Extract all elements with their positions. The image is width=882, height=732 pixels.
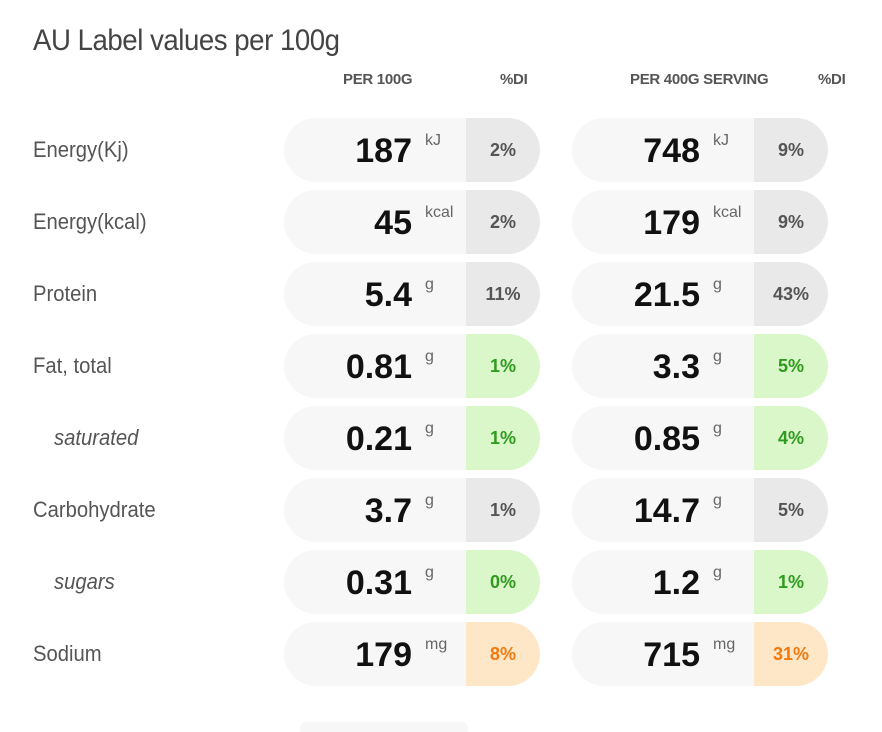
per-100g-di-badge: 2% [466,190,540,254]
per-serving-unit: g [713,348,722,365]
per-serving-di-badge: 1% [754,550,828,614]
per-100g-value: 0.31 [345,564,412,602]
per-100g-di-badge: 11% [466,262,540,326]
per-serving-di-badge: 4% [754,406,828,470]
per-100g-cell: 0.81 g 1% [284,334,540,398]
per-serving-value: 0.85 [633,420,700,458]
per-serving-unit: g [713,420,722,437]
per-100g-value: 179 [355,636,412,674]
per-serving-value: 21.5 [633,276,700,314]
per-100g-unit: g [425,348,434,365]
per-serving-di-badge: 5% [754,334,828,398]
row-label: Fat, total [33,353,112,378]
per-100g-di-badge: 1% [466,334,540,398]
per-serving-unit: kJ [713,132,729,149]
row-label: Carbohydrate [33,497,156,522]
header-di-serving: %DI [818,71,846,88]
per-serving-di-badge: 5% [754,478,828,542]
per-serving-di-badge: 43% [754,262,828,326]
per-100g-unit: kJ [425,132,441,149]
per-100g-di-badge: 1% [466,478,540,542]
per-100g-value: 5.4 [364,276,412,314]
per-serving-value: 179 [643,204,700,242]
per-serving-value: 715 [643,636,700,674]
per-100g-di-badge: 2% [466,118,540,182]
per-serving-cell: 179 kcal 9% [572,190,828,254]
per-serving-unit: g [713,492,722,509]
header-per-serving: PER 400G SERVING [630,71,769,88]
per-serving-unit: g [713,564,722,581]
per-100g-value: 45 [374,204,412,242]
row-label: Energy(kcal) [33,209,147,234]
per-100g-unit: g [425,492,434,509]
per-serving-cell: 3.3 g 5% [572,334,828,398]
per-100g-unit: mg [425,636,448,653]
per-serving-value: 3.3 [652,348,700,386]
per-serving-di-badge: 9% [754,118,828,182]
per-serving-cell: 1.2 g 1% [572,550,828,614]
per-serving-value: 1.2 [652,564,700,602]
per-100g-unit: g [425,276,434,293]
per-100g-cell: 5.4 g 11% [284,262,540,326]
row-label: Protein [33,281,98,306]
per-100g-cell: 0.21 g 1% [284,406,540,470]
per-serving-unit: g [713,276,722,293]
per-100g-value: 3.7 [364,492,412,530]
row-label: Sodium [33,641,102,666]
per-serving-cell: 0.85 g 4% [572,406,828,470]
per-serving-di-badge: 9% [754,190,828,254]
per-serving-di-badge: 31% [754,622,828,686]
per-100g-cell: 45 kcal 2% [284,190,540,254]
per-100g-cell: 179 mg 8% [284,622,540,686]
per-serving-value: 748 [643,132,700,170]
per-serving-cell: 14.7 g 5% [572,478,828,542]
header-di-100g: %DI [500,71,528,88]
row-label: Energy(Kj) [33,137,129,162]
per-100g-value: 187 [355,132,412,170]
per-100g-di-badge: 8% [466,622,540,686]
row-label: saturated [54,425,139,450]
row-label: sugars [54,569,115,594]
next-row-stub [300,722,468,732]
per-serving-cell: 715 mg 31% [572,622,828,686]
per-100g-unit: kcal [425,204,454,221]
per-100g-unit: g [425,564,434,581]
per-100g-di-badge: 1% [466,406,540,470]
per-100g-cell: 187 kJ 2% [284,118,540,182]
per-100g-unit: g [425,420,434,437]
per-100g-cell: 3.7 g 1% [284,478,540,542]
header-per-100g: PER 100G [343,71,413,88]
per-serving-unit: kcal [713,204,742,221]
per-serving-value: 14.7 [633,492,700,530]
per-100g-value: 0.21 [345,420,412,458]
per-serving-cell: 748 kJ 9% [572,118,828,182]
per-100g-cell: 0.31 g 0% [284,550,540,614]
per-serving-cell: 21.5 g 43% [572,262,828,326]
per-100g-value: 0.81 [345,348,412,386]
per-serving-unit: mg [713,636,736,653]
per-100g-di-badge: 0% [466,550,540,614]
page-title: AU Label values per 100g [33,24,340,57]
